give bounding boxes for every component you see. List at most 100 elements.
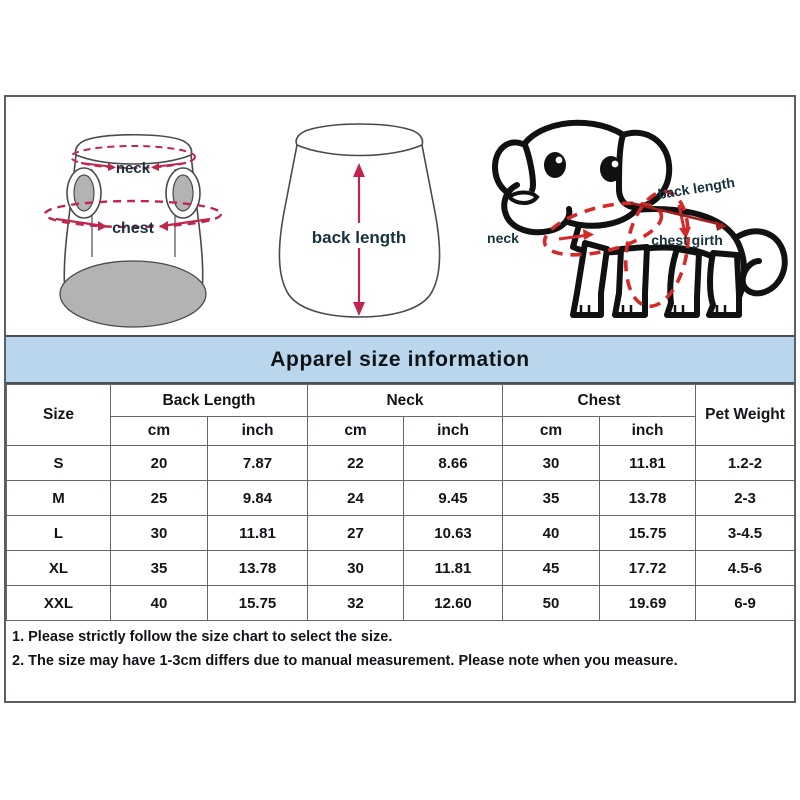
back-length-arrowhead-top bbox=[353, 163, 365, 177]
neck-measure-loop bbox=[70, 145, 196, 169]
cell-size: S bbox=[6, 445, 111, 481]
back-length-label-bg bbox=[296, 223, 422, 248]
cell-back-length-cm: 35 bbox=[110, 550, 208, 586]
dog-neck-label: neck bbox=[487, 230, 519, 246]
dog-eye-right-highlight bbox=[611, 160, 619, 168]
collar-line bbox=[75, 154, 192, 165]
cell-weight-kg: 1.2-2 bbox=[695, 445, 796, 481]
back-collar-line bbox=[296, 144, 423, 157]
neck-arrowhead-right bbox=[151, 163, 159, 171]
dog-back-length-arrowhead bbox=[715, 221, 727, 231]
banner-title: Apparel size information bbox=[270, 347, 530, 371]
table-row: S 20 7.87 22 8.66 30 11.81 1.2-2 bbox=[6, 445, 796, 481]
header-back-length: Back Length bbox=[109, 384, 309, 417]
note-line-1: 1. Please strictly follow the size chart… bbox=[12, 629, 393, 645]
cell-chest-cm: 40 bbox=[502, 515, 601, 551]
cell-size: XXL bbox=[6, 585, 111, 621]
dog-neck-loop bbox=[542, 201, 664, 257]
cell-neck-cm: 27 bbox=[307, 515, 405, 551]
header-back-length-cm: cm bbox=[110, 416, 208, 446]
chest-arrow-right bbox=[161, 217, 211, 228]
belly-shape bbox=[59, 260, 207, 328]
header-neck: Neck bbox=[307, 384, 504, 417]
cell-neck-cm: 30 bbox=[307, 550, 405, 586]
dog-nose bbox=[505, 190, 540, 205]
header-neck-inch: inch bbox=[403, 416, 504, 446]
header-chest-inch: inch bbox=[599, 416, 697, 446]
dog-front-leg-left bbox=[570, 240, 610, 318]
table-header-group-row: Size Back Length Neck Chest Pet Weight bbox=[6, 384, 796, 446]
dog-rear-leg-right bbox=[706, 250, 742, 318]
cell-chest-cm: 30 bbox=[502, 445, 601, 481]
cell-chest-inch: 17.72 bbox=[599, 550, 697, 586]
dog-neck-arrowhead bbox=[583, 229, 594, 240]
cell-back-length-inch: 15.75 bbox=[206, 585, 309, 621]
dog-chest-arrowhead bbox=[679, 227, 691, 239]
header-back-length-inch: inch bbox=[206, 416, 309, 446]
chest-arrow-left bbox=[55, 217, 105, 228]
size-table-body: S 20 7.87 22 8.66 30 11.81 1.2-2 M 25 9.84 24 9.45 35… bbox=[6, 445, 796, 621]
cell-chest-inch: 15.75 bbox=[599, 515, 697, 551]
note-line-2: 2. The size may have 1-3cm differs due t… bbox=[12, 653, 678, 669]
cell-chest-inch: 11.81 bbox=[599, 445, 697, 481]
dog-back-length-line bbox=[630, 201, 724, 227]
neck-label: neck bbox=[116, 160, 151, 177]
cell-chest-inch: 19.69 bbox=[599, 585, 697, 621]
header-chest: Chest bbox=[502, 384, 697, 417]
dog-eye-left-highlight bbox=[555, 156, 563, 164]
cell-weight-kg: 4.5-6 bbox=[695, 550, 796, 586]
garment-back-view: back length bbox=[254, 97, 464, 335]
table-row: L 30 11.81 27 10.63 40 15.75 3-4.5 bbox=[6, 515, 796, 551]
table-header-unit-row: cm inch cm inch cm inch bbox=[7, 416, 795, 446]
cell-weight-kg: 6-9 bbox=[695, 585, 796, 621]
garment-front-view: neck chest bbox=[16, 97, 251, 335]
cell-size: M bbox=[6, 480, 111, 516]
back-length-label: back length bbox=[312, 228, 406, 247]
neck-arrowhead-left bbox=[108, 163, 116, 171]
chest-label: chest bbox=[112, 220, 154, 237]
cell-neck-cm: 22 bbox=[307, 445, 405, 481]
cell-chest-cm: 35 bbox=[502, 480, 601, 516]
header-neck-cm: cm bbox=[307, 416, 405, 446]
dog-front-leg-right bbox=[612, 244, 650, 318]
cell-back-length-inch: 9.84 bbox=[206, 480, 309, 516]
header-chest-cm: cm bbox=[502, 416, 601, 446]
table-row: M 25 9.84 24 9.45 35 13.78 2-3 bbox=[6, 480, 796, 516]
cell-neck-inch: 11.81 bbox=[403, 550, 504, 586]
cell-neck-inch: 10.63 bbox=[403, 515, 504, 551]
dog-measurement-diagram: neck chest girth back length bbox=[461, 97, 794, 335]
cell-back-length-cm: 20 bbox=[110, 445, 208, 481]
cell-neck-inch: 8.66 bbox=[403, 445, 504, 481]
cell-weight-kg: 3-4.5 bbox=[695, 515, 796, 551]
header-pet-weight: Pet Weight bbox=[695, 384, 796, 446]
illustration-strip: neck chest bbox=[6, 97, 794, 335]
cell-back-length-inch: 13.78 bbox=[206, 550, 309, 586]
cell-chest-cm: 45 bbox=[502, 550, 601, 586]
cell-chest-cm: 50 bbox=[502, 585, 601, 621]
header-size: Size bbox=[6, 384, 111, 446]
dog-eye-left bbox=[544, 152, 566, 178]
cell-neck-cm: 24 bbox=[307, 480, 405, 516]
cell-neck-inch: 9.45 bbox=[403, 480, 504, 516]
dog-tail bbox=[734, 228, 788, 297]
chest-arrowhead-right bbox=[159, 221, 168, 231]
cell-weight-kg: 2-3 bbox=[695, 480, 796, 516]
cell-back-length-cm: 40 bbox=[110, 585, 208, 621]
cell-back-length-inch: 11.81 bbox=[206, 515, 309, 551]
cell-back-length-inch: 7.87 bbox=[206, 445, 309, 481]
back-length-arrowhead-bottom bbox=[353, 302, 365, 316]
apparel-size-banner: Apparel size information bbox=[6, 335, 794, 384]
table-row: XXL 40 15.75 32 12.60 50 19.69 6-9 bbox=[6, 585, 796, 621]
dog-chest-girth-loop bbox=[623, 189, 691, 309]
chest-measure-loop bbox=[43, 199, 223, 229]
right-leg-hole-inner bbox=[172, 174, 194, 212]
cell-size: XL bbox=[6, 550, 111, 586]
cell-neck-cm: 32 bbox=[307, 585, 405, 621]
table-row: XL 35 13.78 30 11.81 45 17.72 4.5-6 bbox=[6, 550, 796, 586]
cell-back-length-cm: 25 bbox=[110, 480, 208, 516]
cell-chest-inch: 13.78 bbox=[599, 480, 697, 516]
chest-arrowhead-left bbox=[98, 221, 107, 231]
cell-back-length-cm: 30 bbox=[110, 515, 208, 551]
size-chart-notes: 1. Please strictly follow the size chart… bbox=[6, 621, 794, 683]
